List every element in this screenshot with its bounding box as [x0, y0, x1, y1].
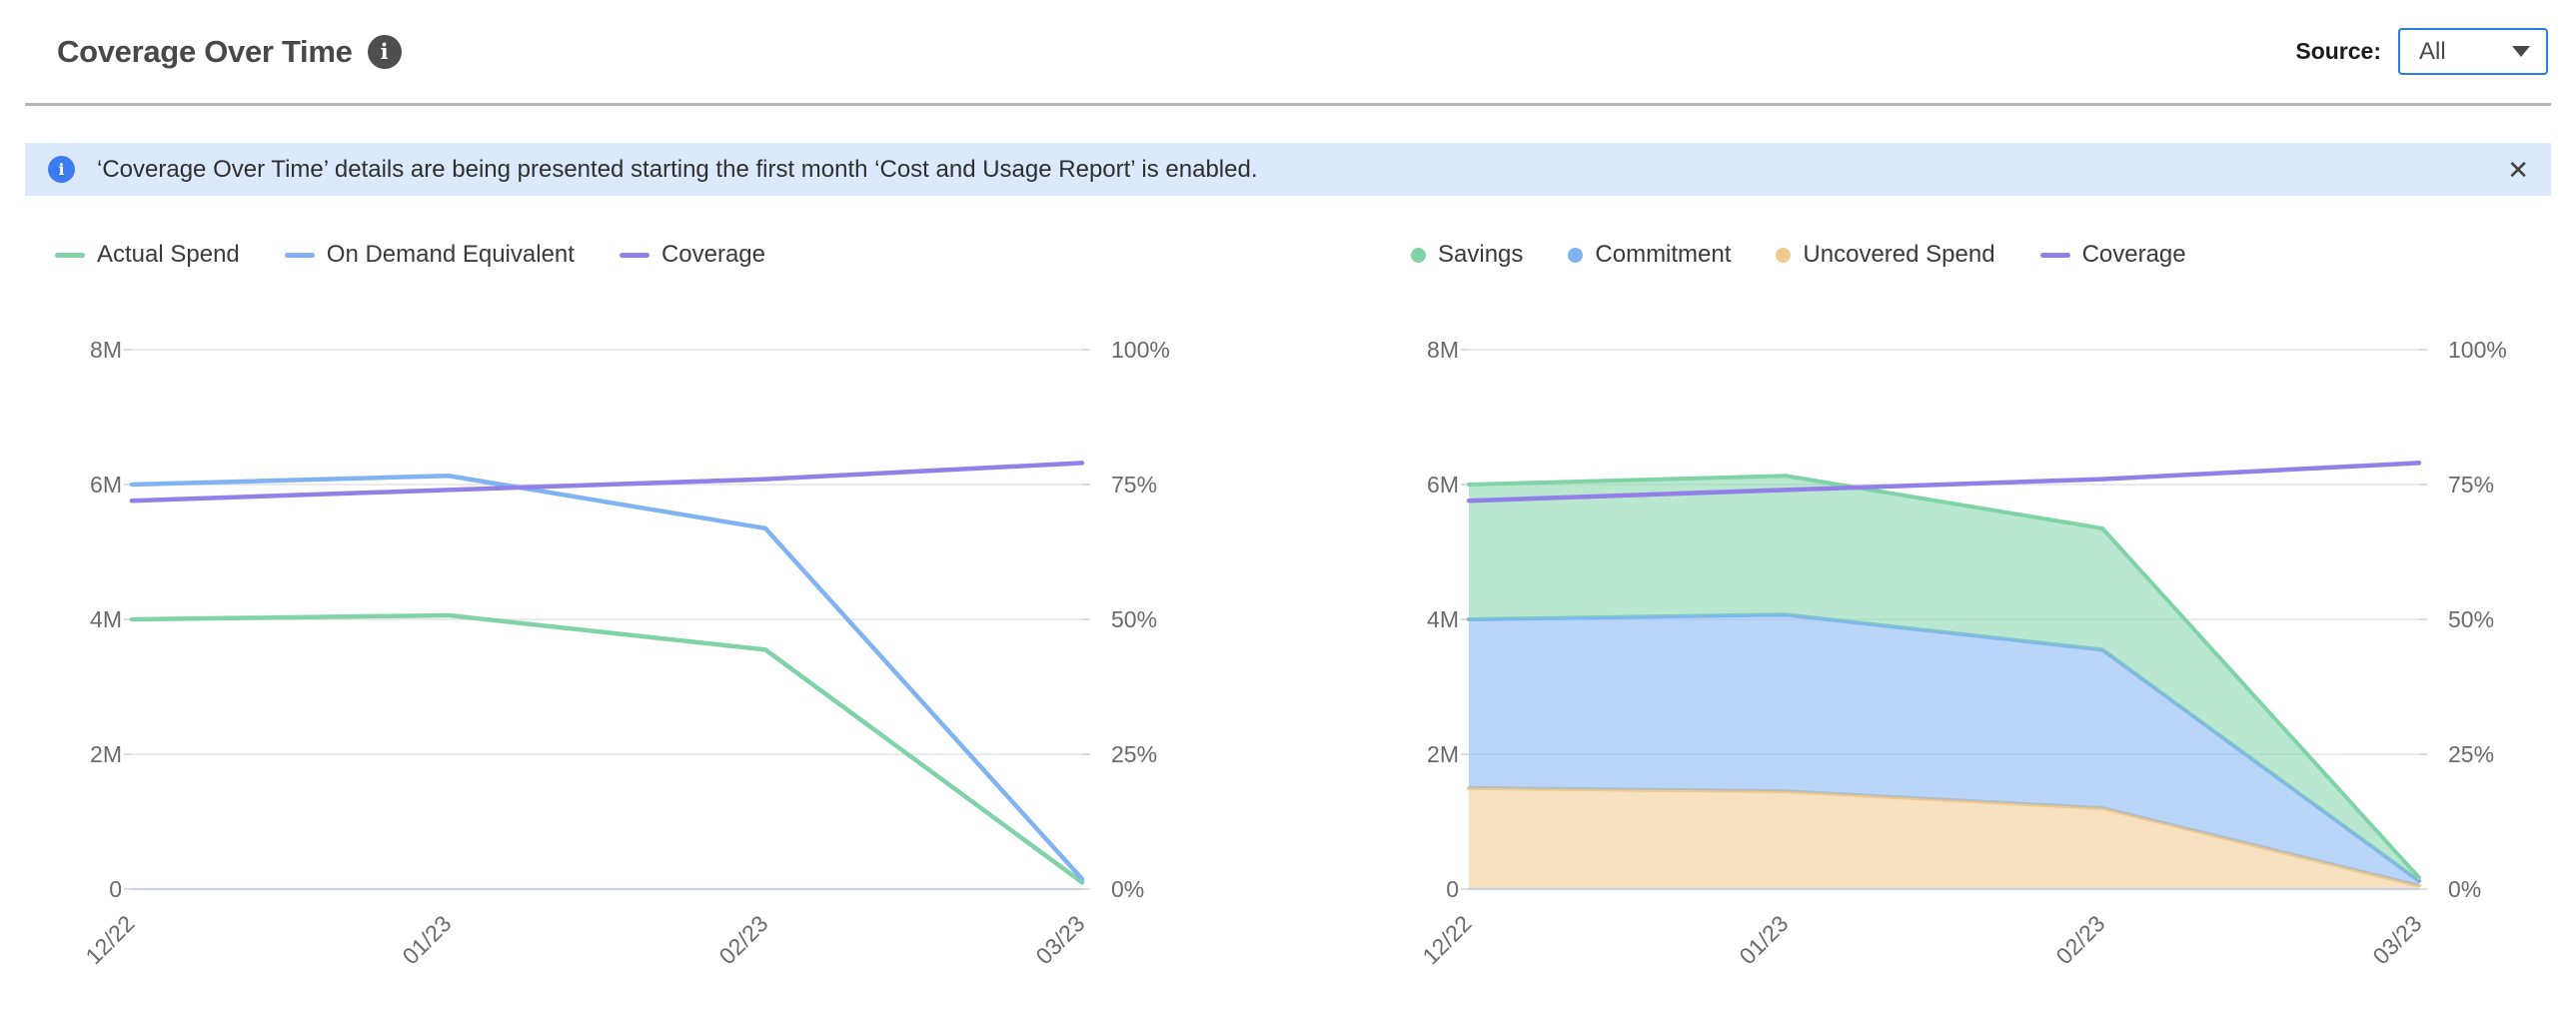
y-axis-label-right: 0% — [1111, 876, 1144, 902]
banner-text: ‘Coverage Over Time’ details are being p… — [97, 155, 1258, 183]
legend-dot-icon — [1568, 247, 1584, 263]
y-axis-label-right: 75% — [2448, 472, 2494, 498]
y-axis-label-left: 6M — [90, 472, 122, 498]
legend-label: Commitment — [1595, 241, 1732, 268]
line-actual-spend[interactable] — [129, 612, 1085, 885]
y-axis-label-left: 8M — [1427, 337, 1459, 363]
legend-left: Actual Spend On Demand Equivalent Coverage — [55, 240, 1239, 270]
legend-dash-icon — [619, 252, 649, 258]
header-divider — [25, 103, 2551, 106]
y-axis-label-left: 4M — [90, 606, 122, 632]
legend-label: Coverage — [2081, 241, 2186, 268]
coverage-areas-section: Savings Commitment Uncovered Spend Coverage… — [1362, 196, 2576, 989]
spend-lines-section: Actual Spend On Demand Equivalent Coverage… — [25, 196, 1239, 989]
legend-item-commitment[interactable]: Commitment — [1568, 241, 1731, 269]
x-axis-label: 01/23 — [1734, 910, 1793, 969]
legend-label: On Demand Equivalent — [326, 241, 575, 268]
x-axis-label: 02/23 — [713, 910, 772, 969]
coverage-areas-chart[interactable]: 0 0% 2M 25% 4M 50% 6M 75% 8M 100% 12/22 01/23 02/23 0… — [1362, 270, 2576, 989]
y-axis-label-left: 2M — [1427, 741, 1459, 767]
close-icon[interactable]: ✕ — [2507, 154, 2529, 185]
area-border-savings — [1467, 474, 2421, 880]
legend-item-uncovered-spend[interactable]: Uncovered Spend — [1776, 241, 1995, 269]
y-axis-label-left: 4M — [1427, 606, 1459, 632]
spend-lines-chart[interactable]: 0 0% 2M 25% 4M 50% 6M 75% 8M 100% 12/22 01/23 02/23 0… — [25, 270, 1239, 989]
y-axis-label-left: 2M — [90, 741, 122, 767]
legend-item-actual-spend[interactable]: Actual Spend — [55, 241, 240, 269]
charts-row: Actual Spend On Demand Equivalent Coverage… — [0, 196, 2576, 989]
y-axis-label-right: 100% — [1111, 337, 1170, 363]
legend-dot-icon — [1776, 247, 1792, 263]
panel-header: Coverage Over Time i Source: All — [0, 0, 2576, 103]
legend-label: Savings — [1438, 241, 1524, 268]
x-axis-label: 03/23 — [1030, 910, 1089, 969]
page-title: Coverage Over Time — [57, 33, 353, 69]
x-axis-label: 02/23 — [2050, 910, 2109, 969]
line-on-demand-equivalent[interactable] — [129, 473, 1085, 882]
legend-item-coverage[interactable]: Coverage — [2039, 241, 2186, 269]
y-axis-label-right: 50% — [2448, 606, 2494, 632]
y-axis-label-right: 25% — [1111, 741, 1157, 767]
legend-label: Uncovered Spend — [1803, 241, 1995, 268]
legend-dot-icon — [1411, 247, 1426, 263]
banner-info-icon: i — [48, 156, 75, 183]
source-label: Source: — [2295, 38, 2381, 64]
y-axis-label-right: 75% — [1111, 472, 1157, 498]
legend-dash-icon — [284, 252, 315, 258]
legend-label: Actual Spend — [97, 241, 240, 268]
x-axis-label: 03/23 — [2367, 910, 2426, 969]
area-commitment[interactable] — [1469, 614, 2419, 886]
legend-dash-icon — [2039, 252, 2070, 258]
legend-right: Savings Commitment Uncovered Spend Coverage — [1411, 240, 2576, 270]
source-dropdown-value: All — [2419, 37, 2446, 65]
y-axis-label-right: 25% — [2448, 741, 2494, 767]
y-axis-label-right: 50% — [1111, 606, 1157, 632]
x-axis-label: 12/22 — [80, 910, 139, 969]
area-uncovered-spend[interactable] — [1469, 787, 2419, 889]
line-coverage[interactable] — [1466, 461, 2422, 504]
y-axis-label-left: 0 — [1446, 876, 1459, 902]
legend-dash-icon — [55, 252, 85, 258]
y-axis-label-right: 100% — [2448, 337, 2507, 363]
legend-label: Coverage — [660, 241, 765, 268]
y-axis-label-left: 8M — [90, 337, 122, 363]
legend-item-savings[interactable]: Savings — [1411, 241, 1523, 269]
legend-item-on-demand-equivalent[interactable]: On Demand Equivalent — [284, 241, 575, 269]
y-axis-label-left: 6M — [1427, 472, 1459, 498]
info-glyph: i — [380, 39, 389, 64]
x-axis-label: 01/23 — [397, 910, 456, 969]
title-info-icon[interactable]: i — [367, 34, 402, 69]
legend-item-coverage[interactable]: Coverage — [619, 241, 765, 269]
source-dropdown[interactable]: All — [2398, 28, 2548, 75]
info-banner: i ‘Coverage Over Time’ details are being… — [25, 143, 2551, 196]
info-glyph: i — [58, 159, 65, 179]
x-axis-label: 12/22 — [1417, 910, 1476, 969]
y-axis-label-left: 0 — [109, 876, 122, 902]
y-axis-label-right: 0% — [2448, 876, 2481, 902]
chevron-down-icon — [2512, 46, 2530, 57]
line-coverage[interactable] — [129, 461, 1085, 504]
area-savings[interactable] — [1469, 476, 2419, 881]
